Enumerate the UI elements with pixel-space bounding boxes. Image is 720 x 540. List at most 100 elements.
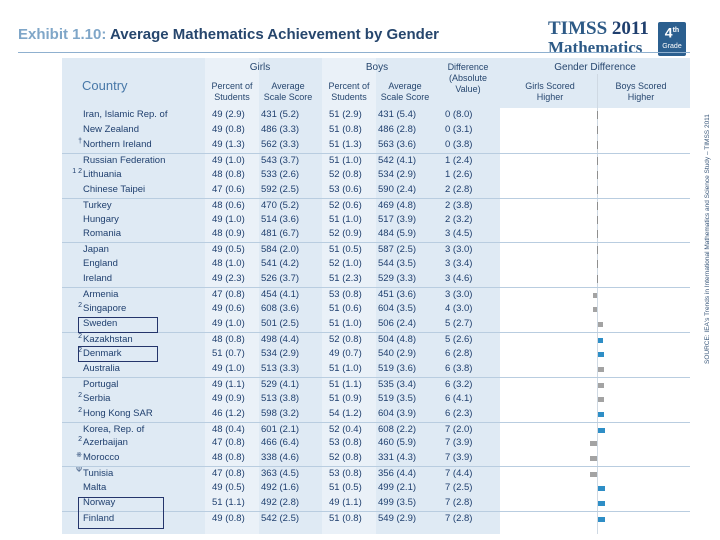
difference-tick: [597, 275, 598, 284]
cell-score-girls: 514 (3.6): [261, 213, 300, 225]
cell-country: Norway: [83, 497, 116, 509]
cell-score-girls: 431 (5.2): [261, 109, 300, 120]
cell-pct-boys: 51 (2.3): [329, 273, 362, 285]
cell-score-girls: 513 (3.8): [261, 392, 300, 404]
cell-country: Azerbaijan: [83, 437, 128, 449]
cell-diff: 7 (2.8): [445, 497, 473, 509]
cell-score-girls: 338 (4.6): [261, 452, 300, 464]
cell-country: Singapore: [83, 303, 127, 315]
cell-country: Portugal: [83, 378, 119, 390]
cell-mark: 2: [78, 391, 82, 399]
difference-tick: [597, 215, 598, 224]
table-row: 1 2 Lithuania 48 (0.8) 533 (2.6) 52 (0.8) 534…: [62, 168, 690, 183]
difference-tick: [597, 156, 598, 165]
cell-country: Russian Federation: [83, 154, 166, 166]
cell-score-girls: 470 (5.2): [261, 199, 300, 211]
cell-pct-girls: 49 (0.8): [212, 513, 245, 525]
cell-pct-girls: 47 (0.8): [212, 468, 245, 480]
cell-pct-girls: 49 (1.0): [212, 362, 245, 374]
cell-score-boys: 431 (5.4): [378, 109, 417, 120]
difference-tick: [597, 170, 598, 179]
cell-score-boys: 563 (3.6): [378, 138, 417, 150]
cell-diff: 7 (2.8): [445, 513, 473, 525]
cell-score-girls: 363 (4.5): [261, 468, 300, 480]
table-row: Iran, Islamic Rep. of 49 (2.9) 431 (5.2) 51…: [62, 108, 690, 123]
cell-score-boys: 331 (4.3): [378, 452, 417, 464]
cell-pct-girls: 48 (0.8): [212, 168, 245, 180]
header-boys-score: Average Scale Score: [380, 81, 430, 102]
cell-score-girls: 466 (6.4): [261, 437, 300, 449]
cell-diff: 4 (3.0): [445, 303, 473, 315]
cell-score-boys: 451 (3.6): [378, 289, 417, 301]
cell-pct-girls: 48 (1.0): [212, 258, 245, 270]
cell-country: Ireland: [83, 273, 113, 285]
cell-score-girls: 513 (3.3): [261, 362, 300, 374]
cell-diff: 0 (3.1): [445, 123, 473, 135]
cell-pct-boys: 52 (0.6): [329, 199, 362, 211]
table-row: Turkey 48 (0.6) 470 (5.2) 52 (0.6) 469 (4.8)…: [62, 197, 690, 214]
cell-pct-boys: 51 (1.3): [329, 138, 362, 150]
cell-country: Japan: [83, 244, 109, 256]
cell-score-boys: 544 (3.5): [378, 258, 417, 270]
cell-pct-boys: 51 (1.0): [329, 318, 362, 330]
cell-diff: 5 (2.7): [445, 318, 473, 330]
cell-pct-girls: 49 (0.5): [212, 244, 245, 256]
cell-score-boys: 484 (5.9): [378, 228, 417, 240]
cell-country: Turkey: [83, 199, 112, 211]
table-row: Finland 49 (0.8) 542 (2.5) 51 (0.8) 549 (2.9…: [62, 511, 690, 527]
cell-diff: 7 (2.5): [445, 482, 473, 494]
cell-pct-boys: 51 (1.1): [329, 378, 362, 390]
grade-word: Grade: [662, 42, 682, 50]
cell-pct-boys: 49 (1.1): [329, 497, 362, 509]
cell-pct-girls: 49 (1.0): [212, 154, 245, 166]
cell-country: Armenia: [83, 289, 119, 301]
cell-mark: 2: [78, 302, 82, 310]
cell-pct-boys: 52 (0.8): [329, 168, 362, 180]
cell-pct-girls: 51 (1.1): [212, 497, 245, 509]
grade-badge: 4th Grade: [658, 22, 686, 56]
cell-pct-girls: 47 (0.8): [212, 289, 245, 301]
cell-score-boys: 460 (5.9): [378, 437, 417, 449]
table-row: 2 Serbia 49 (0.9) 513 (3.8) 51 (0.9) 519 (3.5…: [62, 392, 690, 407]
cell-score-girls: 543 (3.7): [261, 154, 300, 166]
table-row: 2 Denmark 51 (0.7) 534 (2.9) 49 (0.7) 540 (2.…: [62, 347, 690, 362]
cell-score-boys: 504 (4.8): [378, 333, 417, 345]
table-row: 2 Kazakhstan 48 (0.8) 498 (4.4) 52 (0.8) 504 …: [62, 331, 690, 348]
difference-tick: [597, 140, 598, 149]
cell-pct-girls: 49 (1.1): [212, 378, 245, 390]
cell-country: Tunisia: [83, 468, 114, 480]
cell-score-boys: 587 (2.5): [378, 244, 417, 256]
cell-country: Korea, Rep. of: [83, 423, 145, 435]
table-row: Japan 49 (0.5) 584 (2.0) 51 (0.5) 587 (2.5) 3…: [62, 242, 690, 258]
difference-bar: [598, 427, 605, 433]
difference-tick: [597, 185, 598, 194]
cell-score-girls: 601 (2.1): [261, 423, 300, 435]
cell-pct-boys: 51 (1.0): [329, 213, 362, 225]
cell-pct-girls: 49 (1.0): [212, 213, 245, 225]
cell-pct-girls: 49 (2.3): [212, 273, 245, 285]
cell-diff: 3 (3.0): [445, 244, 473, 256]
cell-score-boys: 519 (3.5): [378, 392, 417, 404]
header-boys-higher: Boys Scored Higher: [615, 81, 667, 102]
cell-score-boys: 608 (2.2): [378, 423, 417, 435]
exhibit-number: Exhibit 1.10:: [18, 26, 107, 43]
exhibit-title: Exhibit 1.10: Average Mathematics Achiev…: [18, 26, 439, 43]
cell-pct-girls: 49 (0.6): [212, 303, 245, 315]
cell-mark: 2: [78, 332, 82, 340]
cell-pct-girls: 48 (0.8): [212, 333, 245, 345]
cell-diff: 6 (2.3): [445, 407, 473, 419]
cell-score-girls: 498 (4.4): [261, 333, 300, 345]
cell-score-girls: 526 (3.7): [261, 273, 300, 285]
difference-bar: [598, 517, 605, 523]
cell-country: Denmark: [83, 347, 122, 359]
cell-pct-boys: 51 (1.0): [329, 154, 362, 166]
cell-score-girls: 481 (6.7): [261, 228, 300, 240]
table-row: Australia 49 (1.0) 513 (3.3) 51 (1.0) 519 (3…: [62, 362, 690, 377]
difference-bar: [598, 366, 604, 372]
cell-pct-girls: 48 (0.9): [212, 228, 245, 240]
cell-pct-boys: 52 (1.0): [329, 258, 362, 270]
cell-score-boys: 542 (4.1): [378, 154, 417, 166]
title-rule: [18, 52, 690, 53]
cell-country: Hong Kong SAR: [83, 407, 153, 419]
table-row: Romania 48 (0.9) 481 (6.7) 52 (0.9) 484 (5.9…: [62, 227, 690, 242]
